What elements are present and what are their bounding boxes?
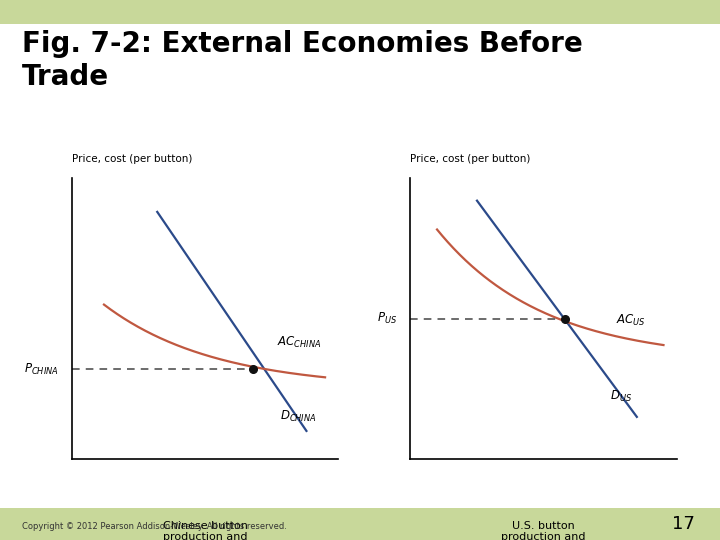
Text: U.S. button
production and
consumption: U.S. button production and consumption	[501, 521, 586, 540]
Text: $D_{US}$: $D_{US}$	[611, 389, 632, 404]
Text: 17: 17	[672, 515, 695, 533]
Text: $P_{CHINA}$: $P_{CHINA}$	[24, 362, 59, 377]
Text: Chinese button
production and
consumption: Chinese button production and consumptio…	[163, 521, 248, 540]
Text: $AC_{CHINA}$: $AC_{CHINA}$	[277, 335, 322, 350]
Text: $D_{CHINA}$: $D_{CHINA}$	[280, 408, 316, 423]
Text: $AC_{US}$: $AC_{US}$	[616, 313, 645, 328]
Text: Copyright © 2012 Pearson Addison-Wesley. All rights reserved.: Copyright © 2012 Pearson Addison-Wesley.…	[22, 522, 287, 531]
Text: Fig. 7-2: External Economies Before
Trade: Fig. 7-2: External Economies Before Trad…	[22, 30, 582, 91]
Text: $P_{US}$: $P_{US}$	[377, 311, 397, 326]
Text: Price, cost (per button): Price, cost (per button)	[72, 154, 192, 164]
Text: Price, cost (per button): Price, cost (per button)	[410, 154, 531, 164]
